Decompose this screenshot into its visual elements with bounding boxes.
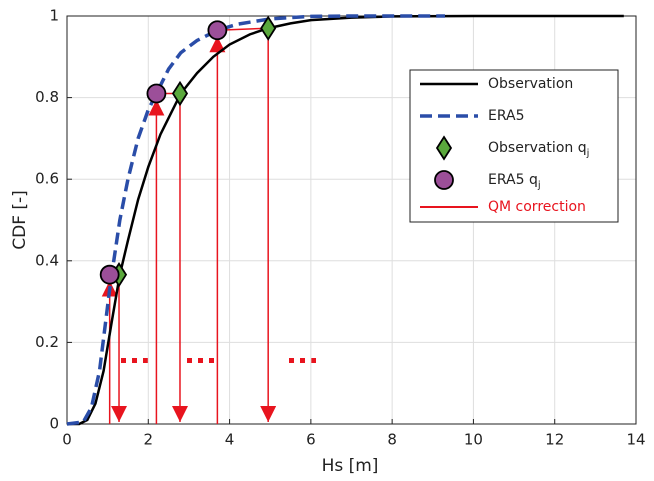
observation-quantile-marker — [171, 80, 189, 107]
cdf-line — [67, 14, 624, 426]
y-tick-label: 0.8 — [35, 88, 59, 106]
x-axis-label: Hs [m] — [322, 456, 379, 476]
x-tick-label: 12 — [545, 431, 564, 449]
legend-subscript: j — [537, 180, 541, 191]
y-tick-label: 0 — [49, 415, 59, 433]
legend-label: Observation — [488, 76, 573, 92]
y-tick-label: 0.6 — [35, 170, 59, 188]
legend-name: Observation — [488, 76, 573, 92]
x-tick-label: 14 — [626, 431, 645, 449]
legend-swatch — [435, 135, 453, 161]
legend-box — [409, 69, 619, 223]
legend-subscript: j — [586, 148, 590, 159]
x-tick-label: 2 — [144, 431, 154, 449]
era5-quantile-marker — [99, 264, 120, 285]
legend-name: ERA5 — [488, 108, 525, 124]
x-tick-label: 8 — [387, 431, 397, 449]
legend-label: Observation qj — [488, 140, 589, 159]
y-tick-label: 0.4 — [35, 251, 59, 269]
legend-name: Observation q — [488, 140, 587, 156]
y-tick-label: 1 — [49, 7, 59, 25]
legend-swatch — [434, 170, 454, 190]
x-tick-label: 0 — [62, 431, 72, 449]
y-tick-label: 0.2 — [35, 333, 59, 351]
legend-label: ERA5 qj — [488, 172, 541, 191]
era5-quantile-marker — [207, 20, 228, 41]
observation-quantile-marker — [260, 15, 277, 41]
x-tick-label: 10 — [464, 431, 483, 449]
legend-label: QM correction — [488, 199, 586, 215]
ellipsis-dots — [121, 358, 316, 363]
era5-quantile-marker — [146, 83, 167, 104]
y-axis-label: CDF [-] — [10, 190, 30, 250]
legend-label: ERA5 — [488, 108, 525, 124]
x-tick-label: 6 — [306, 431, 316, 449]
x-tick-label: 4 — [225, 431, 235, 449]
legend-name: ERA5 q — [488, 172, 538, 188]
cdf-line — [66, 14, 445, 426]
